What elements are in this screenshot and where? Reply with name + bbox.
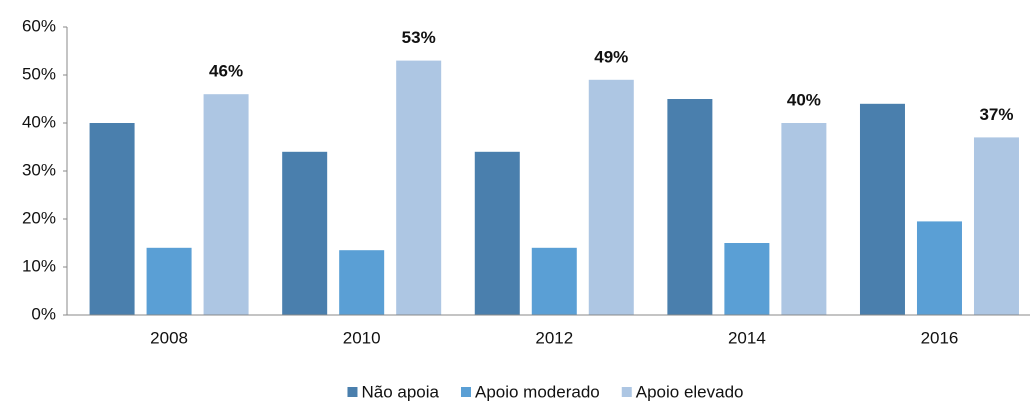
x-tick-label: 2008 bbox=[150, 328, 188, 347]
bar bbox=[973, 137, 1019, 315]
bar bbox=[531, 247, 577, 315]
y-tick-label: 20% bbox=[22, 208, 56, 227]
bar bbox=[339, 250, 385, 315]
x-tick-label: 2014 bbox=[728, 328, 766, 347]
bar bbox=[282, 151, 328, 315]
bar bbox=[724, 243, 770, 315]
y-tick-label: 10% bbox=[22, 256, 56, 275]
bar bbox=[781, 123, 827, 315]
value-label: 49% bbox=[594, 47, 628, 66]
legend-label: Não apoia bbox=[361, 382, 439, 401]
x-tick-label: 2012 bbox=[535, 328, 573, 347]
y-tick-label: 0% bbox=[31, 304, 56, 323]
y-tick-label: 60% bbox=[22, 16, 56, 35]
bar bbox=[396, 60, 442, 315]
value-label: 53% bbox=[402, 28, 436, 47]
bar bbox=[203, 94, 249, 315]
legend-label: Apoio elevado bbox=[636, 382, 744, 401]
legend-swatch bbox=[621, 387, 632, 397]
bar bbox=[474, 151, 520, 315]
legend-swatch bbox=[460, 387, 471, 397]
legend-label: Apoio moderado bbox=[475, 382, 600, 401]
bar bbox=[667, 99, 713, 315]
value-label: 40% bbox=[787, 90, 821, 109]
legend-swatch bbox=[347, 387, 358, 397]
bar bbox=[588, 79, 634, 315]
y-tick-label: 50% bbox=[22, 64, 56, 83]
y-tick-label: 30% bbox=[22, 160, 56, 179]
value-label: 46% bbox=[209, 62, 243, 81]
value-label: 37% bbox=[979, 105, 1013, 124]
bar bbox=[859, 103, 905, 315]
y-tick-label: 40% bbox=[22, 112, 56, 131]
x-tick-label: 2016 bbox=[921, 328, 959, 347]
x-tick-label: 2010 bbox=[343, 328, 381, 347]
bar bbox=[89, 123, 135, 315]
bar bbox=[916, 221, 962, 315]
bar bbox=[146, 247, 192, 315]
